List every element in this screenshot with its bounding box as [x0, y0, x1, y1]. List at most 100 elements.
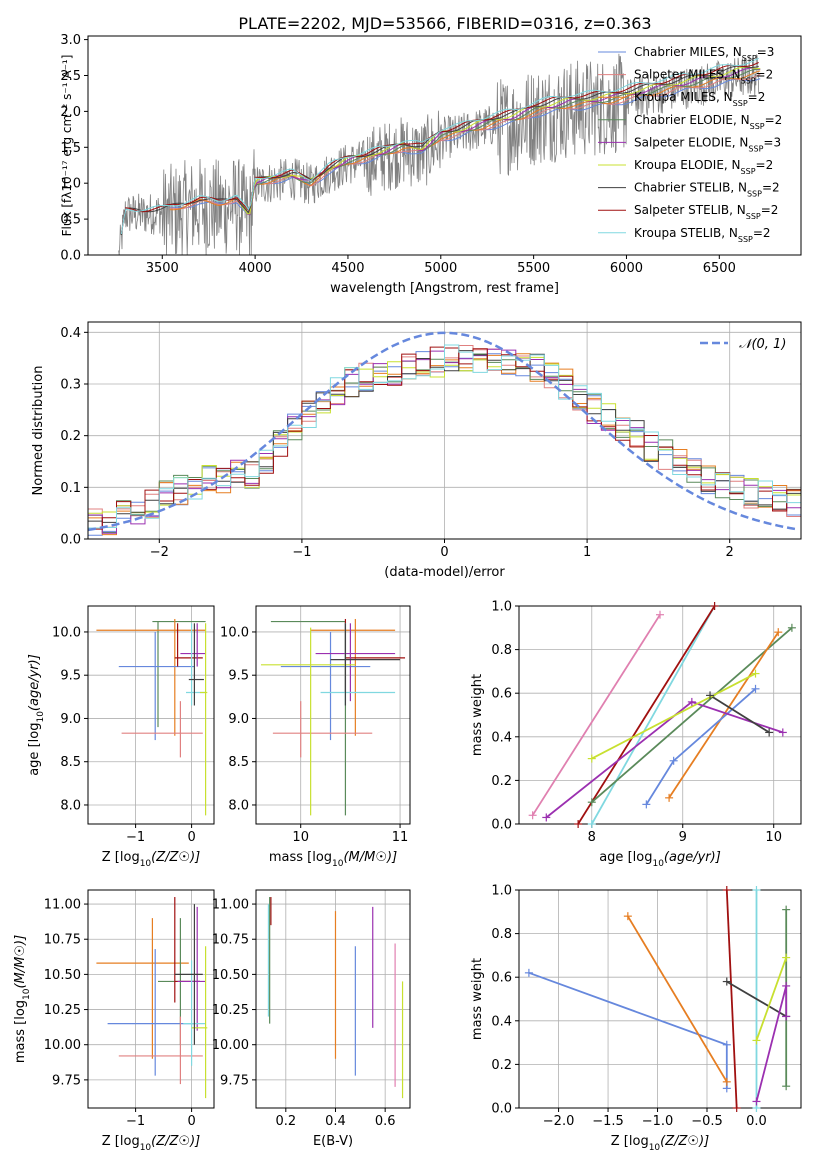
plots-container: 3500 4000 4500 5000 5500 6000 6500 0.0 0.5 1.0 1.5… — [13, 33, 802, 1153]
x-tick-label: 4000 — [239, 261, 272, 276]
y-tick-label: 8.5 — [60, 755, 81, 770]
figure-title: PLATE=2202, MJD=53566, FIBERID=0316, z=0… — [238, 14, 651, 33]
x-axis-label: Z [log10(Z/Z☉)] — [611, 1134, 709, 1153]
plot-area — [118, 53, 761, 255]
legend-label-tail: =2 — [765, 113, 783, 127]
data-point — [96, 618, 206, 736]
y-tick-label: 10.0 — [52, 625, 81, 640]
legend-label-sub: SSP — [742, 54, 757, 63]
label-subscript: 10 — [140, 1143, 152, 1153]
x-tick-label: 11 — [392, 830, 409, 845]
axes-frame — [518, 605, 802, 825]
x-axis-label: wavelength [Angstrom, rest frame] — [330, 281, 559, 296]
label-subscript: 10 — [140, 859, 152, 869]
label-part: (Z/Z☉)] — [151, 850, 200, 865]
y-tick-label: 0.4 — [491, 730, 512, 745]
label-part: age [log — [599, 850, 652, 865]
x-axis-label: mass [log10(M/M☉)] — [269, 850, 397, 869]
axes-frame — [87, 889, 215, 1109]
mass-weight-line — [591, 606, 716, 824]
y-tick-label: 1.0 — [491, 884, 512, 899]
mass-weight-line — [726, 980, 787, 1018]
legend-label: Kroupa ELODIE, NSSP=2 — [634, 158, 773, 176]
mass-weight-line — [531, 614, 661, 816]
x-axis-label: Z [log10(Z/Z☉)] — [102, 850, 200, 869]
legend-label: Salpeter STELIB, NSSP=2 — [634, 203, 778, 221]
mass-weight-line — [627, 915, 728, 1083]
legend-label-main: Chabrier MILES, N — [634, 45, 742, 59]
legend-label: Salpeter MILES, NSSP=2 — [634, 68, 773, 86]
x-tick-label: −2 — [150, 545, 169, 560]
legend-label-sub: SSP — [733, 99, 748, 108]
legend-label-main: Chabrier STELIB, N — [634, 181, 747, 195]
data-point — [174, 623, 203, 667]
data-point — [174, 897, 200, 1003]
y-tick-label: 8.0 — [228, 798, 249, 813]
y-tick-label: 9.0 — [60, 712, 81, 727]
y-tick-label: 9.5 — [228, 669, 249, 684]
legend-label: Salpeter ELODIE, NSSP=3 — [634, 135, 781, 153]
data-point — [260, 627, 356, 816]
y-tick-label: 11.00 — [212, 898, 249, 913]
legend-label-sub: SSP — [741, 76, 756, 85]
data-point — [107, 949, 195, 1076]
y-tick-label: 0.5 — [60, 213, 81, 228]
label-subscript: 10 — [332, 859, 344, 869]
x-tick-label: 2 — [726, 545, 734, 560]
label-part: mass [log — [13, 1000, 28, 1063]
y-tick-label: 10.00 — [212, 1038, 249, 1053]
y-tick-label: 10.75 — [44, 933, 81, 948]
x-tick-label: 0.2 — [275, 1114, 296, 1129]
histogram-step-line — [88, 344, 801, 529]
plot-area — [267, 897, 404, 1099]
legend-label-tail: =2 — [756, 158, 774, 172]
x-tick-label: −0.5 — [691, 1114, 723, 1129]
data-point — [118, 631, 195, 741]
legend-label-sub: SSP — [738, 234, 753, 243]
x-tick-label: 8 — [588, 830, 596, 845]
x-tick-label: 1 — [583, 545, 591, 560]
y-axis-label: age [log10(age/yr)] — [27, 654, 46, 776]
plot-area — [531, 606, 793, 824]
axes-frame — [87, 35, 802, 256]
y-tick-label: 0.6 — [491, 687, 512, 702]
axes-frame — [518, 889, 802, 1109]
x-tick-label: 10 — [765, 830, 782, 845]
data-point — [121, 701, 203, 758]
x-tick-label: 6000 — [610, 261, 643, 276]
label-part: mass [log — [269, 850, 332, 865]
label-part: Z [log — [611, 1134, 649, 1149]
y-tick-label: 0.8 — [491, 927, 512, 942]
label-part: (Z/Z☉)] — [660, 1134, 709, 1149]
data-point — [280, 631, 371, 741]
label-part: (M/M☉)] — [343, 850, 397, 865]
mass-weight-line — [709, 694, 770, 734]
x-tick-label: 0 — [440, 545, 448, 560]
y-tick-label: 10.75 — [212, 933, 249, 948]
mass-weight-line — [591, 627, 793, 803]
y-tick-label: 0.2 — [491, 774, 512, 789]
x-tick-label: −1.5 — [592, 1114, 624, 1129]
legend-label: Chabrier STELIB, NSSP=2 — [634, 181, 780, 199]
mass-weight-line — [577, 606, 716, 824]
y-tick-label: 1.5 — [60, 141, 81, 156]
legend: 𝒩(0, 1) — [700, 337, 786, 352]
y-tick-label: 3.0 — [60, 33, 81, 48]
legend-label-tail: =3 — [757, 45, 775, 59]
legend-label-tail: =2 — [756, 68, 774, 82]
x-axis-label: E(B-V) — [313, 1134, 353, 1149]
data-point — [188, 623, 204, 706]
y-axis-label: Normed distribution — [31, 366, 46, 496]
y-axis-label: Flux [fλ10⁻¹⁷ erg cm⁻² s⁻¹ A⁻¹] — [60, 55, 74, 237]
mass-weight-line — [725, 890, 738, 1108]
mass-weight-line — [668, 631, 780, 799]
chart-massweight-vs-Z: −2.0 −1.5 −1.0 −0.5 0.0 0.0 0.2 0.4 0.6 0.8 1.0 Z [… — [470, 884, 802, 1153]
y-tick-label: 10.00 — [44, 1038, 81, 1053]
x-tick-label: 6500 — [703, 261, 736, 276]
legend-label: Kroupa STELIB, NSSP=2 — [634, 226, 771, 244]
gaussian-curve — [88, 331, 799, 532]
y-tick-label: 2.0 — [60, 105, 81, 120]
